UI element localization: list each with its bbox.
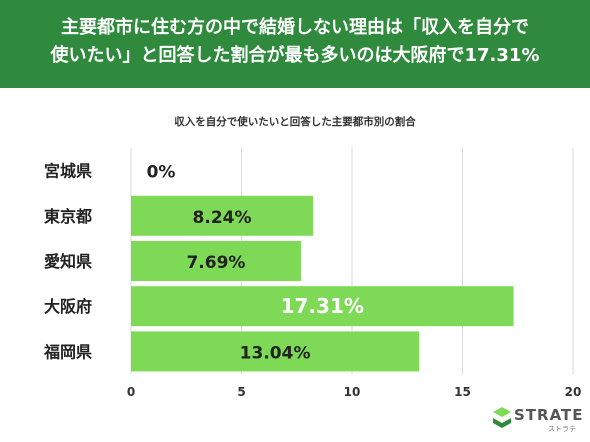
x-tick-label: 15: [454, 385, 471, 399]
category-label: 東京都: [44, 207, 92, 226]
header-title-line2: 使いたい」と回答した割合が最も多いのは大阪府で17.31%: [50, 45, 540, 66]
bar: [131, 286, 514, 327]
x-tick-label: 5: [237, 385, 245, 399]
bar: [131, 331, 420, 372]
x-tick-label: 10: [344, 385, 361, 399]
data-label: 7.69%: [186, 253, 245, 273]
x-axis-ticks: 0 5 10 15 20: [127, 385, 582, 399]
category-label: 宮城県: [44, 162, 92, 181]
data-label: 8.24%: [193, 208, 252, 228]
strate-logo-icon: [493, 407, 511, 428]
data-label: 17.31%: [281, 294, 364, 318]
brand-name: STRATE: [514, 406, 584, 424]
bar: [131, 195, 314, 236]
data-label: 13.04%: [240, 343, 311, 363]
category-label: 大阪府: [44, 297, 92, 316]
header-banner: 主要都市に住む方の中で結婚しない理由は「収入を自分で 使いたい」と回答した割合が…: [0, 0, 590, 88]
x-tick-label: 20: [565, 385, 582, 399]
x-tick-label: 0: [127, 385, 135, 399]
category-label: 福岡県: [43, 342, 92, 361]
header-title-line1: 主要都市に住む方の中で結婚しない理由は「収入を自分で: [61, 17, 529, 38]
bar-chart: 収入を自分で使いたいと回答した主要都市別の割合 宮城県東京都愛知県大阪府福岡県 …: [43, 115, 582, 399]
brand-sub: ストラテ: [548, 425, 576, 433]
chart-title: 収入を自分で使いたいと回答した主要都市別の割合: [174, 115, 416, 128]
category-label: 愛知県: [44, 252, 92, 271]
strate-logo: STRATE ストラテ: [492, 404, 586, 438]
bar: [131, 241, 301, 281]
data-label: 0%: [147, 163, 176, 183]
bars: [131, 195, 514, 372]
data-labels: 0% 8.24% 7.69% 17.31% 13.04%: [147, 163, 364, 364]
